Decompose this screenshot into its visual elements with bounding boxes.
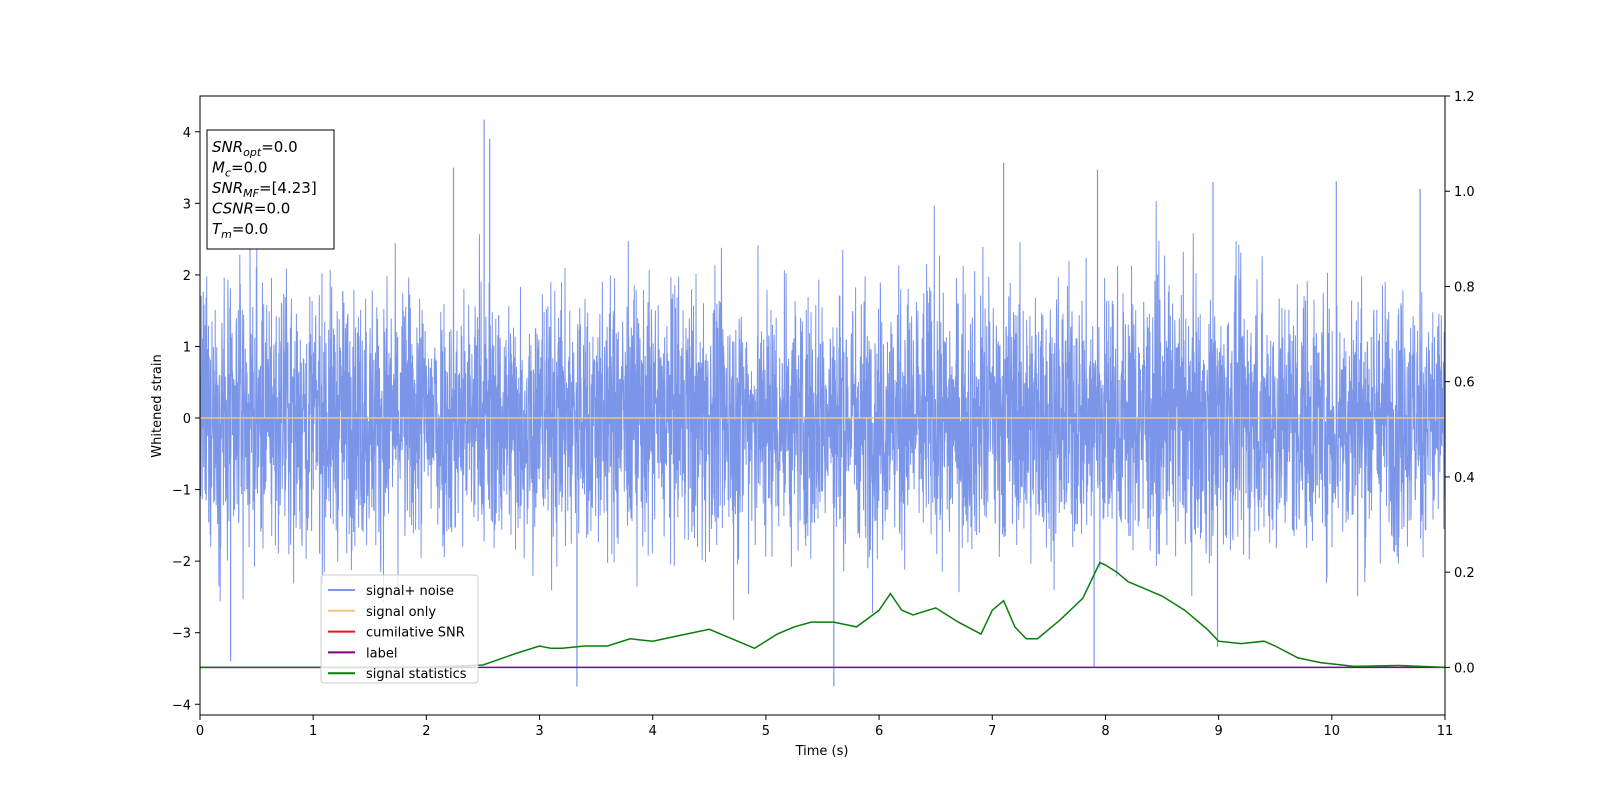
x-axis: 0 1 2 3 4 5 6 7 8 9 10 11 bbox=[196, 715, 1453, 739]
y-tick-label-left: 3 bbox=[183, 197, 191, 212]
y-tick-label-right: 0.4 bbox=[1454, 471, 1475, 486]
legend-entry-label: label bbox=[366, 646, 397, 661]
y-tick-label-left: −4 bbox=[172, 698, 191, 713]
plot-area bbox=[200, 119, 1445, 687]
y-axis-label: Whitened strain bbox=[150, 354, 165, 457]
x-tick-label: 10 bbox=[1324, 724, 1341, 739]
info-box-frame bbox=[206, 129, 335, 250]
info-box-line: Mc=0.0 bbox=[212, 159, 267, 180]
y-tick-label-left: 4 bbox=[183, 126, 191, 141]
y-tick-label-right: 0.6 bbox=[1454, 376, 1475, 391]
y-tick-label-left: −3 bbox=[172, 627, 191, 642]
x-tick-label: 11 bbox=[1437, 724, 1454, 739]
x-tick-label: 2 bbox=[422, 724, 430, 739]
y-tick-label-left: −1 bbox=[172, 484, 191, 499]
legend-entry-label: signal only bbox=[366, 605, 436, 620]
y-tick-label-right: 1.2 bbox=[1454, 90, 1475, 105]
series-signal-noise-spikes bbox=[230, 119, 1421, 687]
axes-frame bbox=[199, 95, 1446, 716]
y-axis-right: 1.2 1.0 0.8 0.6 0.4 0.2 0.0 bbox=[1445, 90, 1475, 676]
series-signal-statistics-line bbox=[200, 561, 1445, 669]
y-tick-label-left: 2 bbox=[183, 269, 191, 284]
legend: signal+ noise signal only cumilative SNR la… bbox=[320, 574, 479, 684]
x-tick-label: 0 bbox=[196, 724, 204, 739]
x-tick-label: 8 bbox=[1101, 724, 1109, 739]
y-tick-label-left: 0 bbox=[183, 412, 191, 427]
x-tick-label: 4 bbox=[649, 724, 657, 739]
y-tick-label-right: 0.0 bbox=[1454, 661, 1475, 676]
y-axis-left: 4 3 2 1 0 −1 −2 −3 −4 bbox=[172, 126, 200, 713]
series-signal-noise-line bbox=[200, 201, 1445, 620]
info-box-line: CSNR=0.0 bbox=[212, 200, 290, 218]
x-tick-label: 7 bbox=[988, 724, 996, 739]
y-tick-label-right: 1.0 bbox=[1454, 185, 1475, 200]
x-tick-label: 9 bbox=[1214, 724, 1222, 739]
legend-entry-label: signal+ noise bbox=[366, 584, 454, 599]
info-box-line: Tm=0.0 bbox=[212, 220, 268, 241]
info-box-line: SNRMF=[4.23] bbox=[212, 179, 317, 200]
legend-frame bbox=[320, 574, 479, 684]
y-tick-label-right: 0.2 bbox=[1454, 566, 1475, 581]
legend-entry-label: cumilative SNR bbox=[366, 626, 465, 641]
y-tick-label-left: 1 bbox=[183, 340, 191, 355]
x-tick-label: 5 bbox=[762, 724, 770, 739]
y-tick-label-left: −2 bbox=[172, 555, 191, 570]
info-box-line: SNRopt=0.0 bbox=[212, 138, 298, 159]
legend-entry-label: signal statistics bbox=[366, 667, 467, 682]
x-tick-label: 1 bbox=[309, 724, 317, 739]
y-tick-label-right: 0.8 bbox=[1454, 280, 1475, 295]
x-tick-label: 6 bbox=[875, 724, 883, 739]
x-axis-label: Time (s) bbox=[795, 744, 849, 759]
x-tick-label: 3 bbox=[535, 724, 543, 739]
